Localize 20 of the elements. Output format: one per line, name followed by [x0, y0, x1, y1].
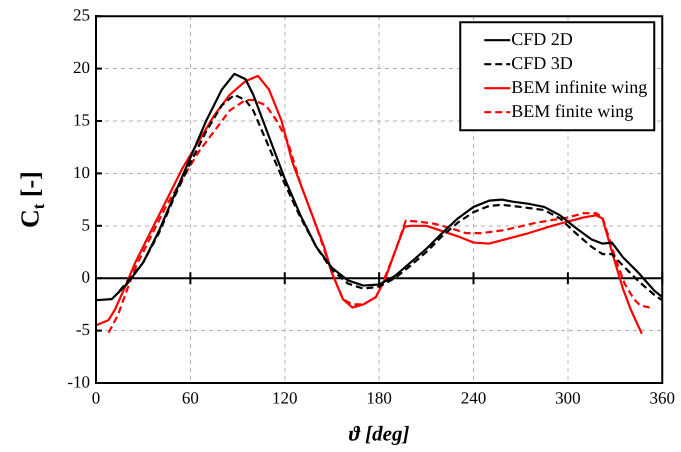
x-tick-label: 60	[182, 388, 199, 408]
y-tick-label: 25	[73, 6, 90, 25]
x-tick-label: 180	[366, 388, 392, 408]
y-tick-label: 5	[82, 215, 90, 234]
x-tick-label: 300	[555, 388, 581, 408]
x-tick-label: 120	[272, 388, 298, 408]
y-tick-label: 0	[82, 268, 90, 287]
y-tick-label: 20	[73, 58, 90, 78]
y-tick-label: -5	[76, 320, 90, 340]
legend-label: CFD 3D	[511, 52, 573, 73]
y-tick-label: 15	[73, 110, 90, 130]
legend-label: CFD 2D	[511, 28, 573, 49]
x-tick-label: 360	[650, 388, 675, 408]
y-tick-label: -10	[67, 372, 90, 392]
y-axis-title: Ct [-]	[16, 171, 48, 228]
x-axis-title: ϑ [deg]	[348, 421, 410, 446]
x-tick-label: 240	[460, 388, 486, 408]
legend-label: BEM finite wing	[511, 100, 634, 121]
legend-label: BEM infinite wing	[511, 76, 648, 97]
y-tick-label: 10	[73, 162, 90, 182]
